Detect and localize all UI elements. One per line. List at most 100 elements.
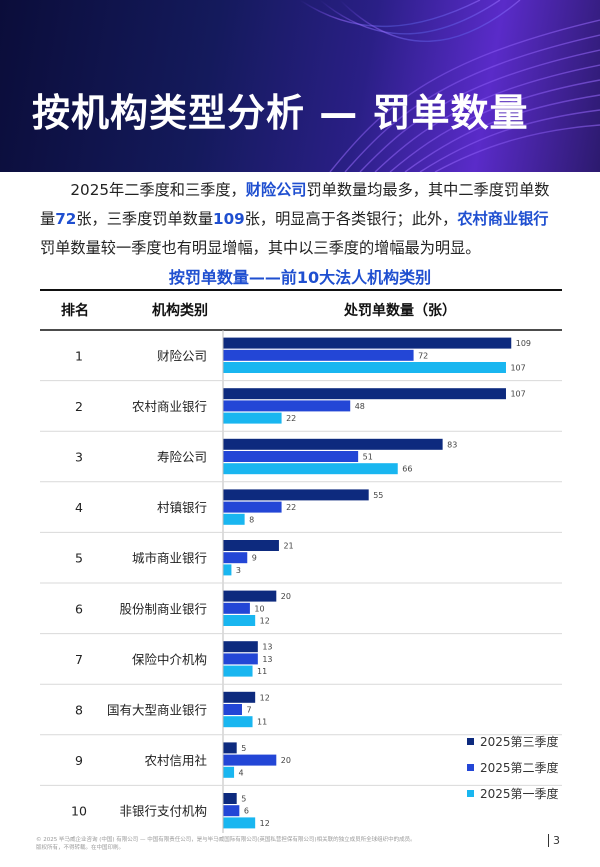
data-label: 6 [244, 807, 249, 816]
bar [223, 463, 398, 475]
data-label: 51 [363, 453, 373, 462]
data-label: 21 [283, 542, 293, 551]
bar [223, 653, 258, 665]
highlight-text: 109 [213, 210, 245, 228]
category-label: 寿险公司 [157, 450, 207, 465]
rank-label: 4 [75, 500, 83, 515]
data-label: 48 [355, 402, 365, 411]
data-label: 5 [241, 744, 246, 753]
legend-label: 2025第二季度 [480, 760, 559, 775]
data-label: 11 [257, 718, 267, 727]
data-label: 66 [402, 465, 412, 474]
data-label: 107 [510, 390, 525, 399]
paragraph-text: 张，三季度罚单数量 [76, 210, 214, 228]
header-rank: 排名 [61, 302, 89, 319]
bar [223, 754, 277, 766]
bar [223, 590, 277, 602]
data-label: 22 [286, 503, 296, 512]
bar [223, 337, 512, 349]
category-label: 非银行支付机构 [119, 804, 207, 819]
bar [223, 552, 248, 564]
data-label: 20 [281, 592, 291, 601]
footer-line-2: 版权所有，不得转载。在中国印刷。 [36, 845, 125, 851]
rank-label: 3 [75, 450, 83, 465]
highlight-text: 财险公司 [245, 181, 307, 199]
bar [223, 349, 414, 361]
data-label: 13 [262, 643, 272, 652]
bar [223, 501, 282, 513]
data-label: 8 [249, 515, 254, 524]
paragraph-text: 罚单数量较一季度也有明显增幅，其中以三季度的增幅最为明显。 [40, 239, 481, 257]
legend-label: 2025第三季度 [480, 734, 559, 749]
rank-label: 9 [75, 753, 83, 768]
rank-label: 5 [75, 551, 83, 566]
data-label: 107 [510, 364, 525, 373]
rank-label: 6 [75, 601, 83, 616]
bar [223, 615, 256, 626]
data-label: 3 [236, 566, 241, 575]
data-label: 9 [252, 554, 257, 563]
highlight-text: 农村商业银行 [457, 210, 549, 228]
bar [223, 602, 250, 614]
highlight-text: 72 [55, 210, 77, 228]
intro-paragraph: 2025年二季度和三季度，财险公司罚单数量均最多，其中二季度罚单数量72张，三季… [40, 176, 562, 263]
legend-swatch [467, 764, 474, 771]
bar [223, 438, 443, 450]
data-label: 7 [246, 706, 251, 715]
chart-title: 按罚单数量——前10大法人机构类别 [168, 268, 432, 287]
paragraph-text: 2025年二季度和三季度， [70, 181, 246, 199]
bar [223, 412, 282, 424]
category-label: 保险中介机构 [132, 652, 207, 667]
rank-label: 8 [75, 703, 83, 718]
bar [223, 716, 253, 728]
header-category: 机构类别 [152, 302, 208, 319]
bar [223, 805, 240, 817]
data-label: 83 [447, 440, 457, 449]
category-label: 村镇银行 [157, 500, 207, 515]
bar [223, 665, 253, 677]
data-label: 72 [418, 351, 428, 360]
rank-label: 7 [75, 652, 83, 667]
bar [223, 362, 506, 373]
bar [223, 540, 279, 551]
data-label: 12 [260, 819, 270, 828]
paragraph-text: 罚单数量均最多，其中二季度罚单数量 [40, 181, 550, 228]
data-label: 11 [257, 667, 267, 676]
category-label: 股份制商业银行 [119, 601, 207, 616]
category-label: 财险公司 [157, 348, 207, 363]
legend-label: 2025第一季度 [480, 786, 559, 801]
bar [223, 388, 506, 400]
page-title: 按机构类型分析 — 罚单数量 [32, 91, 529, 135]
bar [223, 817, 256, 829]
paragraph-text: 张，明显高于各类银行；此外， [244, 210, 458, 228]
data-label: 55 [373, 491, 383, 500]
data-label: 20 [281, 756, 291, 765]
bar [223, 793, 237, 804]
bar [223, 400, 351, 412]
data-label: 13 [262, 655, 272, 664]
data-label: 10 [254, 604, 264, 613]
hero-decoration [299, 0, 600, 172]
header-count: 处罚单数量（张） [343, 302, 456, 319]
data-label: 109 [516, 339, 531, 348]
bar [223, 564, 232, 576]
bar [223, 489, 369, 501]
hero-banner: 按机构类型分析 — 罚单数量 [0, 0, 600, 172]
bar [223, 742, 237, 754]
category-label: 农村商业银行 [132, 399, 207, 414]
rank-label: 1 [75, 348, 83, 363]
bar [223, 691, 256, 703]
footer-line-1: © 2025 毕马威企业咨询 (中国) 有限公司 — 中国有限责任公司，是与毕马… [36, 837, 416, 843]
legend-swatch [467, 738, 474, 745]
rank-label: 2 [75, 399, 83, 414]
bar [223, 704, 242, 715]
data-label: 22 [286, 414, 296, 423]
data-label: 12 [260, 617, 270, 626]
footer-copyright: © 2025 毕马威企业咨询 (中国) 有限公司 — 中国有限责任公司，是与毕马… [36, 836, 536, 852]
data-label: 4 [239, 768, 244, 777]
data-label: 5 [241, 795, 246, 804]
bar [223, 641, 258, 653]
rank-label: 10 [71, 804, 87, 819]
category-label: 城市商业银行 [132, 551, 207, 566]
